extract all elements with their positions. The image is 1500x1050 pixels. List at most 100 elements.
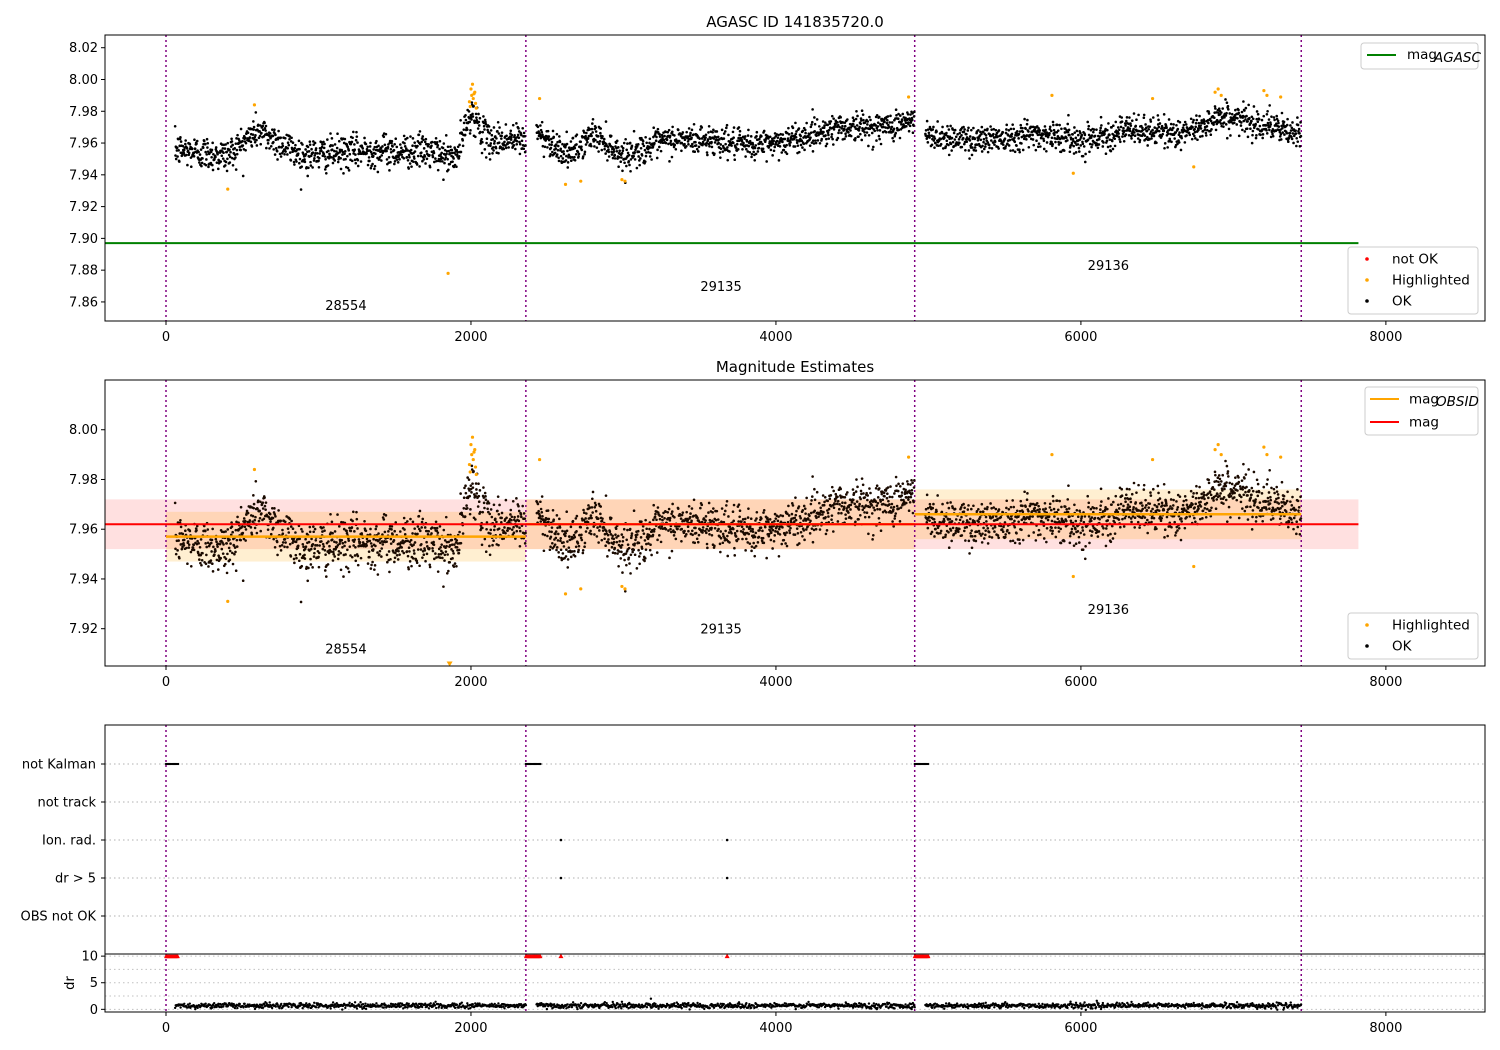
ok-point: [356, 164, 360, 168]
panel1-xtick-label: 8000: [1369, 330, 1402, 345]
ok-point: [575, 133, 579, 136]
ok-point: [1146, 144, 1149, 147]
ok-point: [452, 165, 456, 169]
ok-point: [486, 128, 489, 132]
ok-point: [553, 151, 557, 155]
ok-point: [301, 530, 304, 533]
ok-point: [831, 137, 834, 141]
ok-point: [754, 152, 758, 156]
ok-point: [641, 529, 645, 532]
ok-point: [896, 117, 900, 120]
ok-point: [1183, 120, 1187, 124]
ok-point: [497, 132, 501, 135]
ok-point: [512, 140, 515, 144]
ok-point: [507, 146, 510, 149]
ok-point: [309, 160, 312, 164]
ok-point: [489, 129, 493, 132]
ok-point: [809, 136, 812, 139]
ok-point: [347, 570, 351, 574]
ok-point: [1107, 122, 1110, 125]
ok-point: [653, 141, 656, 145]
ok-point: [594, 130, 598, 133]
ok-point: [810, 123, 813, 126]
ok-point: [1198, 135, 1202, 138]
ok-point: [718, 138, 721, 141]
ok-point: [1294, 129, 1297, 132]
ok-point: [699, 128, 702, 131]
ok-point: [745, 537, 748, 541]
ok-point: [1230, 112, 1234, 116]
ok-point: [630, 532, 634, 535]
ok-point: [1218, 113, 1222, 116]
ok-point: [540, 120, 544, 124]
ok-point: [1201, 129, 1205, 133]
ok-point: [715, 509, 719, 513]
ok-point: [539, 507, 543, 511]
ok-point: [465, 504, 468, 507]
ok-point: [425, 540, 428, 544]
ok-point: [330, 148, 334, 152]
ok-point: [587, 504, 590, 507]
ok-point: [654, 512, 657, 516]
ok-point: [250, 533, 254, 536]
ok-point: [438, 159, 442, 163]
ok-point: [972, 126, 975, 130]
ok-point: [1289, 129, 1293, 132]
ok-point: [712, 507, 715, 510]
ok-point: [905, 121, 908, 125]
ok-point: [196, 539, 199, 543]
ok-point: [281, 541, 285, 544]
ok-point: [1058, 137, 1062, 141]
ok-point: [1017, 137, 1020, 140]
ok-point: [1044, 128, 1047, 132]
ok-point: [721, 150, 725, 153]
ok-point: [351, 519, 354, 523]
ok-point: [680, 141, 684, 145]
ok-point: [446, 157, 449, 161]
ok-point: [243, 519, 247, 523]
ok-point: [424, 559, 427, 563]
ok-point: [633, 553, 637, 557]
ok-point: [376, 573, 380, 576]
ok-point: [781, 133, 785, 136]
ok-point: [1257, 117, 1261, 121]
ok-point: [229, 150, 232, 154]
ok-point: [451, 557, 454, 560]
ok-point: [762, 129, 766, 133]
ok-point: [451, 549, 455, 553]
ok-point: [1209, 119, 1213, 123]
ok-point: [907, 129, 911, 133]
ok-point: [1108, 133, 1111, 137]
ok-point: [586, 526, 589, 530]
legend-frame: [1360, 42, 1479, 70]
ok-point: [522, 131, 526, 135]
ok-point: [463, 133, 467, 137]
ok-point: [407, 546, 411, 550]
ok-point: [298, 157, 302, 161]
ok-point: [339, 156, 342, 160]
ok-point: [391, 145, 394, 148]
ok-point: [787, 132, 791, 136]
ok-point: [290, 136, 293, 140]
ok-point: [1045, 149, 1048, 153]
ok-point: [211, 141, 214, 145]
ok-point: [283, 538, 287, 541]
ok-point: [987, 143, 991, 147]
ok-point: [209, 161, 213, 165]
highlighted-point: [537, 96, 542, 101]
highlighted-point: [563, 182, 568, 186]
ok-point: [607, 150, 611, 154]
ok-point: [968, 157, 971, 160]
panel1-ytick-label: 7.96: [69, 137, 98, 152]
ok-point: [509, 129, 513, 133]
ok-point: [606, 555, 609, 558]
ok-point: [989, 125, 992, 128]
ok-point: [255, 138, 258, 142]
ok-point: [396, 558, 400, 561]
ok-point: [297, 139, 301, 143]
ok-point: [1207, 121, 1210, 125]
ok-point: [621, 535, 625, 539]
ok-point: [447, 149, 451, 153]
ok-point: [458, 143, 461, 147]
